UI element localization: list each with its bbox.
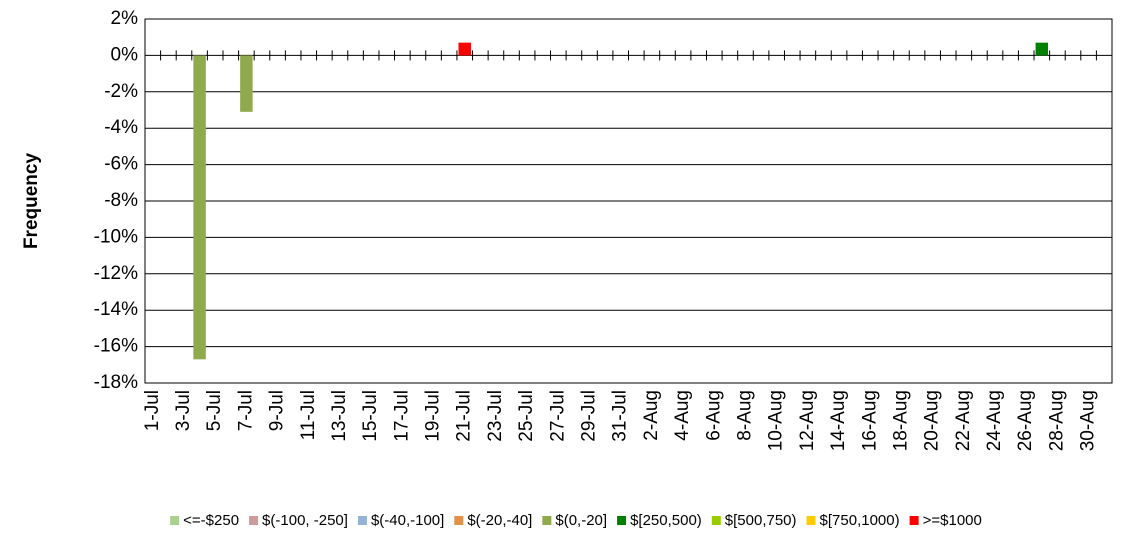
x-tick-label: 16-Aug [859,390,880,451]
legend-label: >=$1000 [923,512,982,529]
y-tick-label: -12% [94,263,138,284]
x-tick-label: 8-Aug [734,390,755,441]
legend-swatch [617,516,627,525]
x-tick-label: 24-Aug [984,390,1005,451]
x-tick-label: 19-Jul [423,390,444,442]
x-tick-label: 27-Jul [547,390,568,442]
x-tick-label: 6-Aug [703,390,724,441]
x-tick-label: 17-Jul [391,390,412,442]
x-tick-label: 9-Jul [267,390,288,431]
x-tick-label: 20-Aug [922,390,943,451]
x-tick-label: 13-Jul [329,390,350,442]
y-tick-label: 2% [111,8,139,29]
legend-swatch [357,516,367,525]
legend-label: $[750,1000) [820,512,900,529]
x-tick-label: 10-Aug [766,390,787,451]
y-tick-label: -2% [104,81,138,102]
y-tick-label: -16% [94,336,138,357]
y-tick-label: -8% [104,190,138,211]
legend-swatch [454,516,464,525]
y-tick-label: -14% [94,299,138,320]
legend-label: $[500,750) [725,512,797,529]
x-tick-label: 4-Aug [672,390,693,441]
x-tick-label: 31-Jul [610,390,631,442]
y-tick-label: -4% [104,117,138,138]
legend-swatch [170,516,180,525]
x-tick-label: 11-Jul [298,390,319,440]
x-tick-label: 12-Aug [797,390,818,451]
legend-swatch [711,516,721,525]
legend-label: $[250,500) [630,512,702,529]
legend: <=-$250 $(-100, -250] $(-40,-100] $(-20,-40… [170,512,982,529]
y-tick-label: 0% [111,44,139,65]
bar [240,55,253,112]
legend-swatch [542,516,552,525]
legend-swatch [249,516,259,525]
x-tick-label: 14-Aug [828,390,849,451]
y-tick-label: -6% [104,154,138,175]
x-tick-label: 29-Jul [579,390,600,442]
x-tick-label: 28-Aug [1046,390,1067,451]
x-tick-label: 7-Jul [235,390,256,431]
bar [458,42,471,56]
x-tick-label: 2-Aug [641,390,662,441]
bar [193,55,206,360]
legend-swatch [909,516,919,525]
legend-label: $(0,-20] [555,512,607,529]
x-tick-label: 25-Jul [516,390,537,442]
x-tick-label: 22-Aug [953,390,974,451]
x-tick-label: 18-Aug [890,390,911,451]
legend-label: $(-100, -250] [262,512,348,529]
plot-border [144,18,1113,384]
legend-swatch [806,516,816,525]
legend-label: $(-40,-100] [371,512,444,529]
x-tick-label: 1-Jul [142,390,163,431]
x-tick-label: 30-Aug [1078,390,1099,451]
x-tick-label: 3-Jul [173,390,194,431]
y-axis-label: Frequency [21,153,42,250]
y-tick-label: -10% [94,226,138,247]
legend-label: $(-20,-40] [467,512,532,529]
x-tick-label: 23-Jul [485,390,506,442]
x-tick-label: 15-Jul [360,390,381,442]
legend-label: <=-$250 [183,512,239,529]
x-tick-label: 26-Aug [1015,390,1036,451]
y-tick-label: -18% [94,372,138,393]
bar [1035,42,1049,56]
x-tick-label: 5-Jul [204,390,225,431]
x-tick-label: 21-Jul [454,390,475,442]
